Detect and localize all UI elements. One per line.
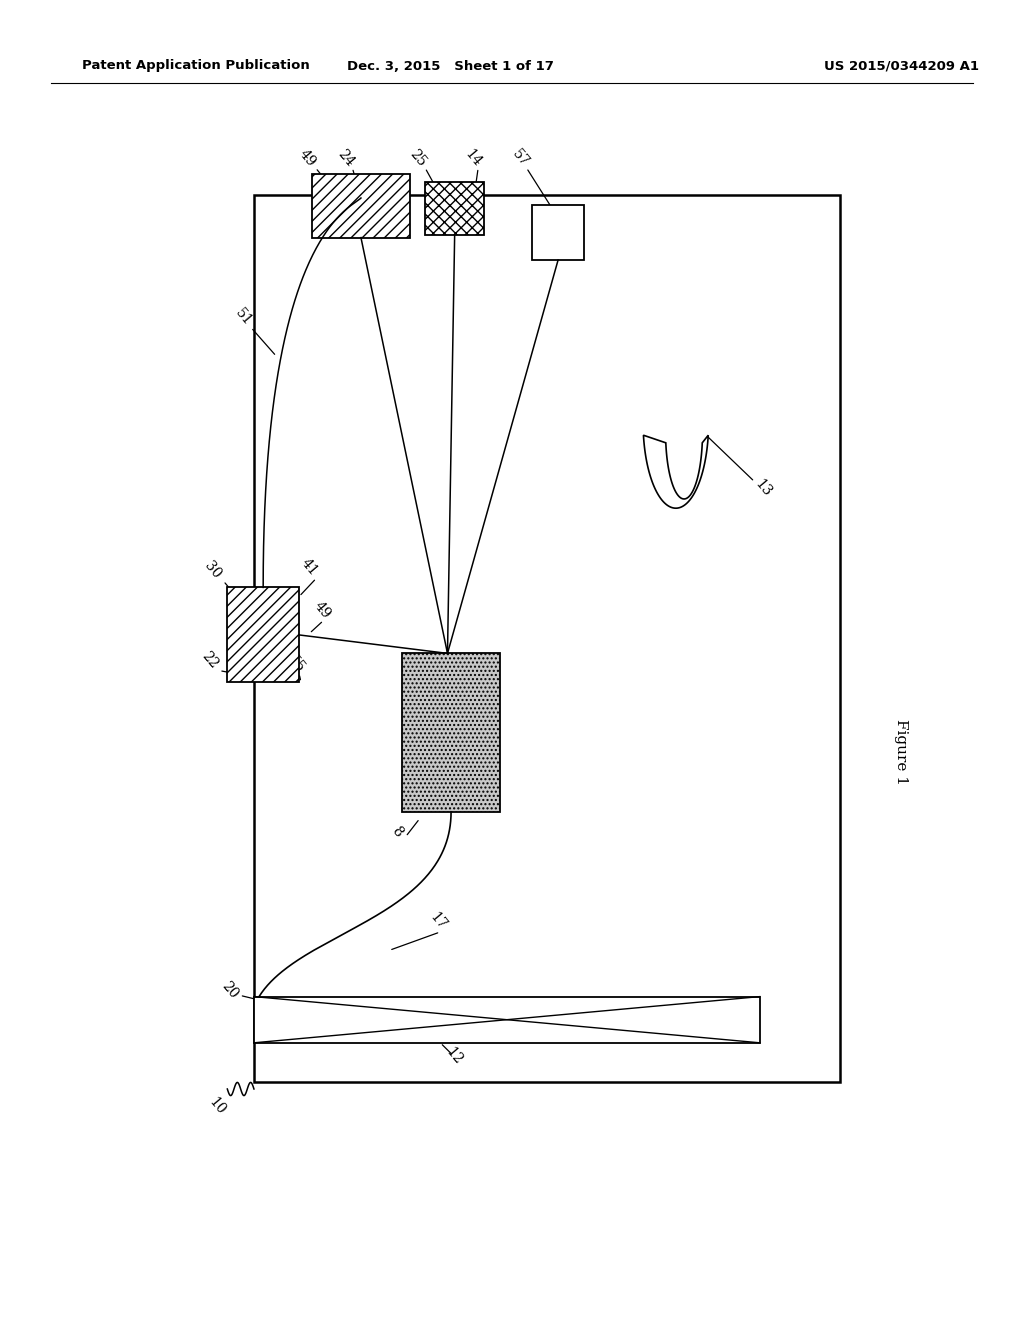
Text: 24: 24	[335, 147, 357, 170]
Text: 20: 20	[218, 979, 241, 1001]
Bar	[402, 653, 500, 812]
Bar	[532, 205, 584, 260]
Text: 13: 13	[752, 477, 774, 500]
Bar	[425, 182, 484, 235]
Bar	[254, 195, 840, 1082]
Text: Dec. 3, 2015   Sheet 1 of 17: Dec. 3, 2015 Sheet 1 of 17	[347, 59, 554, 73]
Text: 55: 55	[286, 653, 308, 675]
Text: 30: 30	[202, 560, 224, 581]
Text: Patent Application Publication: Patent Application Publication	[82, 59, 309, 73]
Text: 49: 49	[296, 147, 318, 170]
Text: 10: 10	[206, 1094, 228, 1118]
Text: 51: 51	[232, 305, 255, 329]
Text: 57: 57	[509, 147, 531, 170]
Text: 12: 12	[442, 1044, 465, 1068]
Bar	[254, 997, 760, 1043]
Text: US 2015/0344209 A1: US 2015/0344209 A1	[823, 59, 979, 73]
Bar	[227, 587, 299, 682]
Text: 17: 17	[427, 909, 450, 933]
Text: 8: 8	[389, 824, 406, 840]
Text: 41: 41	[298, 556, 321, 579]
Text: 22: 22	[199, 649, 221, 671]
Text: 25: 25	[407, 148, 429, 169]
Text: 49: 49	[311, 598, 334, 622]
Text: Figure 1: Figure 1	[894, 719, 908, 785]
Polygon shape	[643, 436, 709, 508]
Text: 14: 14	[462, 147, 484, 170]
Bar	[312, 174, 410, 238]
